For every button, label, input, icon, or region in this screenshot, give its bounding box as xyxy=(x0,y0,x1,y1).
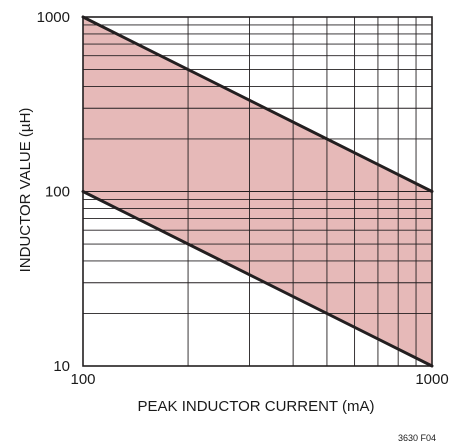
lower-boundary-line xyxy=(81,190,434,368)
y-tick-label-2: 1000 xyxy=(37,9,70,26)
upper-boundary-line xyxy=(81,15,434,193)
x-tick-label-1: 1000 xyxy=(415,371,448,388)
y-tick-label-1: 100 xyxy=(45,184,70,201)
plot-frame xyxy=(82,16,433,367)
x-tick-label-0: 100 xyxy=(70,371,95,388)
figure-id: 3630 F04 xyxy=(398,433,436,443)
y-tick-label-0: 10 xyxy=(53,358,70,375)
y-axis-label: INDUCTOR VALUE (µH) xyxy=(17,108,34,273)
x-axis-label: PEAK INDUCTOR CURRENT (mA) xyxy=(138,398,375,415)
